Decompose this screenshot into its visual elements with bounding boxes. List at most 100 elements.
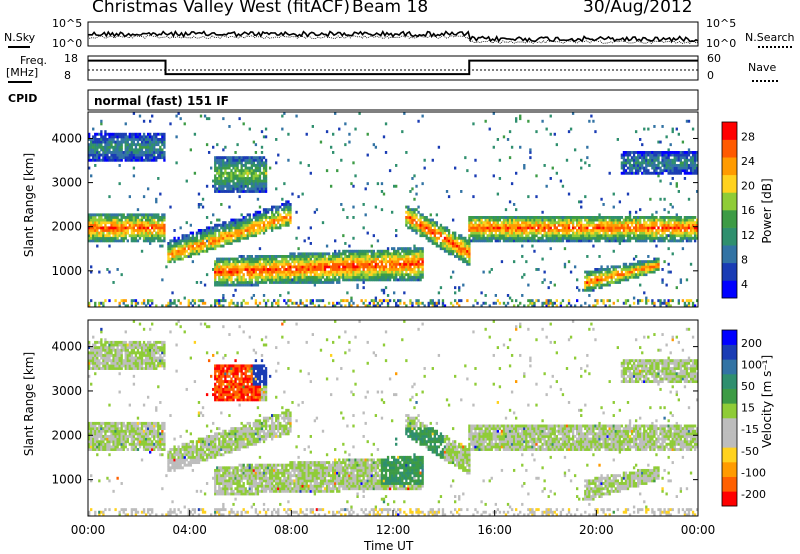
power-cell: [482, 301, 485, 305]
power-cell: [612, 281, 615, 284]
power-cell: [242, 234, 245, 238]
power-cell: [327, 255, 331, 258]
power-cell: [405, 255, 408, 258]
power-cell: [92, 135, 95, 139]
power-cell: [344, 262, 347, 266]
power-cell: [630, 156, 634, 160]
power-cell: [260, 218, 264, 222]
power-cell: [571, 223, 575, 227]
power-cell: [258, 210, 262, 214]
power-cell: [187, 304, 190, 308]
power-cell: [124, 221, 127, 225]
power-cell: [472, 234, 475, 238]
power-cell: [451, 234, 455, 238]
power-cell: [264, 166, 268, 170]
power-cell: [602, 268, 605, 271]
power-cell: [647, 270, 650, 274]
power-cell: [242, 281, 245, 284]
power-cell: [390, 273, 394, 277]
power-cell: [582, 223, 585, 227]
power-cell: [120, 138, 123, 141]
power-cell: [531, 229, 534, 232]
power-cell: [344, 268, 347, 271]
power-cell: [104, 226, 107, 230]
power-cell: [384, 275, 388, 279]
power-cell: [226, 184, 229, 188]
power-cell: [624, 158, 628, 162]
power-cell: [645, 169, 648, 173]
power-cell: [614, 268, 617, 271]
power-cell: [409, 223, 412, 227]
power-cell: [94, 226, 97, 230]
power-cell: [651, 153, 654, 157]
power-cell: [220, 169, 223, 173]
power-cell: [146, 143, 150, 147]
power-cell: [258, 231, 262, 235]
power-cell: [250, 156, 253, 160]
power-cell: [535, 218, 538, 222]
power-cell: [454, 299, 457, 303]
power-cell: [207, 242, 211, 245]
power-cell: [234, 268, 237, 271]
power-cell: [338, 301, 341, 305]
power-cell: [512, 203, 516, 206]
power-cell: [551, 166, 554, 170]
power-cell: [571, 234, 575, 238]
power-cell: [651, 158, 654, 162]
power-cell: [238, 234, 241, 238]
power-cell: [425, 226, 428, 230]
power-cell: [214, 226, 217, 230]
power-cell: [366, 265, 369, 269]
power-cell: [323, 255, 327, 258]
power-cell: [248, 268, 251, 271]
power-cell: [586, 231, 589, 235]
power-cell: [543, 164, 546, 167]
power-cell: [425, 218, 428, 222]
power-cell: [146, 216, 150, 219]
power-cell: [555, 299, 558, 303]
power-cell: [226, 239, 229, 243]
power-cell: [608, 226, 611, 230]
power-cell: [535, 239, 538, 243]
power-cell: [238, 226, 241, 230]
power-cell: [344, 252, 347, 256]
power-cell: [116, 223, 119, 227]
power-cell: [260, 158, 264, 162]
power-cell: [372, 299, 375, 303]
power-cell: [567, 218, 571, 222]
power-cell: [214, 158, 217, 162]
power-cell: [161, 304, 164, 308]
power-cell: [641, 234, 644, 238]
power-cell: [417, 223, 420, 227]
power-cell: [622, 229, 626, 232]
power-cell: [588, 286, 591, 290]
power-cell: [242, 187, 245, 191]
power-cell: [456, 242, 459, 245]
power-cell: [618, 265, 622, 269]
power-cell: [321, 273, 325, 277]
power-cell: [279, 273, 282, 277]
power-cell: [632, 166, 636, 170]
power-cell: [348, 132, 351, 136]
power-cell: [480, 221, 483, 225]
power-cell: [415, 184, 418, 188]
power-cell: [384, 249, 388, 253]
power-cell: [545, 301, 548, 305]
power-cell: [360, 262, 363, 266]
power-cell: [309, 273, 312, 277]
power-cell: [254, 177, 258, 180]
power-cell: [580, 158, 583, 162]
power-cell: [494, 221, 497, 225]
power-cell: [346, 275, 349, 279]
power-cell: [590, 218, 593, 222]
power-cell: [470, 231, 473, 235]
power-cell: [626, 166, 630, 170]
power-cell: [214, 174, 217, 178]
power-cell: [354, 260, 357, 264]
power-cell: [419, 231, 422, 235]
power-cell: [299, 278, 302, 282]
power-cell: [264, 184, 268, 188]
power-cell: [350, 273, 353, 277]
power-cell: [626, 158, 630, 162]
power-cell: [384, 262, 388, 266]
